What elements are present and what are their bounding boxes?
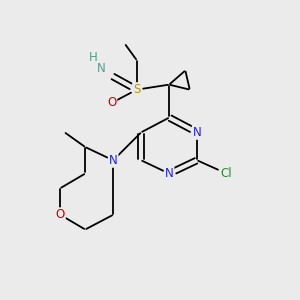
Text: N: N [109,154,118,167]
Text: O: O [107,96,116,110]
Text: N: N [97,61,105,75]
Text: S: S [133,83,140,96]
Text: N: N [165,167,173,180]
Text: H: H [89,51,98,64]
Text: Cl: Cl [221,167,232,180]
Text: N: N [193,126,202,139]
Text: O: O [56,208,65,221]
